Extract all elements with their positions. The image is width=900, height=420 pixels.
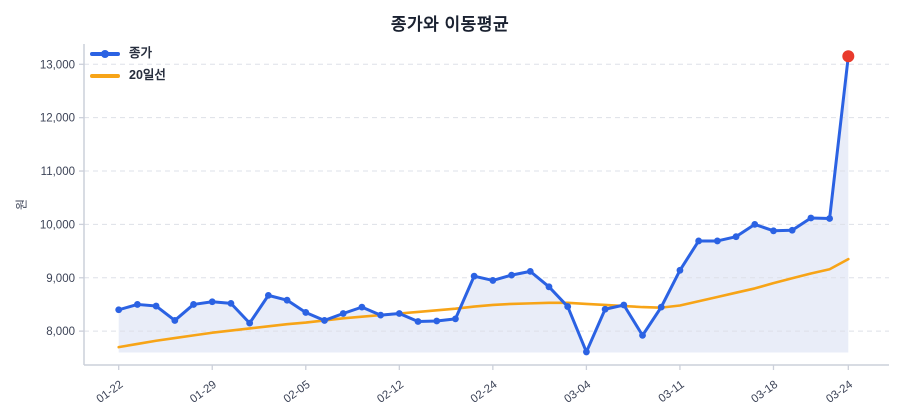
close-point: [358, 303, 366, 311]
close-point: [564, 303, 572, 310]
y-tick-label: 9,000: [46, 273, 75, 285]
x-tick-label: 03-24: [824, 378, 855, 405]
legend-label-ma20: 20일선: [129, 68, 166, 82]
chart-title: 종가와 이동평균: [390, 15, 510, 34]
close-point: [489, 277, 497, 284]
close-line-swatch-icon: [90, 46, 120, 61]
y-tick-label: 12,000: [40, 113, 75, 125]
y-tick-label: 11,000: [41, 166, 75, 178]
ma20-line: [117, 257, 850, 349]
x-tick-label: 01-22: [95, 379, 126, 406]
ma20-line-swatch-icon: [90, 68, 120, 83]
close-point: [695, 237, 703, 245]
close-point: [601, 305, 609, 313]
x-tick-label: 02-12: [375, 379, 406, 406]
close-point: [826, 215, 834, 222]
x-tick-label: 02-05: [282, 379, 313, 406]
close-point: [526, 267, 534, 275]
close-area-fill: [118, 56, 849, 353]
x-tick-label: 03-18: [749, 379, 780, 406]
close-point: [732, 233, 740, 241]
close-point: [339, 310, 347, 317]
close-point: [433, 317, 441, 325]
close-point: [190, 301, 197, 308]
legend: 종가 20일선: [90, 46, 166, 83]
close-point: [770, 227, 777, 235]
close-point: [807, 214, 815, 222]
x-tick-label: 03-04: [562, 378, 593, 405]
close-point: [208, 298, 216, 306]
close-point: [583, 348, 590, 356]
close-point: [639, 331, 646, 339]
last-close-point: [842, 50, 855, 63]
y-tick-label: 8,000: [46, 326, 75, 338]
close-point: [321, 317, 328, 324]
close-point: [283, 296, 291, 304]
x-tick-label: 01-29: [188, 379, 219, 406]
close-point: [508, 271, 515, 279]
close-point: [227, 299, 235, 307]
y-axis-title: 원: [14, 198, 29, 211]
close-point: [620, 301, 628, 309]
close-point: [657, 303, 665, 311]
close-point: [788, 226, 796, 234]
close-line: [117, 54, 850, 354]
close-point: [713, 237, 721, 245]
close-point: [171, 317, 179, 324]
close-point: [377, 311, 385, 319]
close-point: [134, 301, 141, 308]
close-point: [115, 306, 123, 314]
close-point: [452, 315, 459, 323]
close-point: [152, 302, 160, 310]
close-point: [246, 319, 254, 327]
close-point: [264, 291, 272, 299]
close-point: [751, 220, 759, 228]
y-tick-label: 13,000: [40, 59, 75, 71]
x-tick-label: 02-24: [469, 378, 500, 405]
close-point: [470, 272, 478, 280]
x-tick-label: 03-11: [657, 379, 687, 405]
close-point: [676, 266, 684, 274]
legend-label-close: 종가: [129, 46, 153, 60]
close-point: [545, 283, 553, 291]
legend-item-ma20: 20일선: [90, 68, 166, 83]
legend-item-close: 종가: [90, 46, 166, 61]
y-tick-label: 10,000: [40, 219, 75, 231]
close-point: [302, 309, 310, 316]
close-point: [395, 310, 403, 317]
close-point: [414, 318, 422, 325]
